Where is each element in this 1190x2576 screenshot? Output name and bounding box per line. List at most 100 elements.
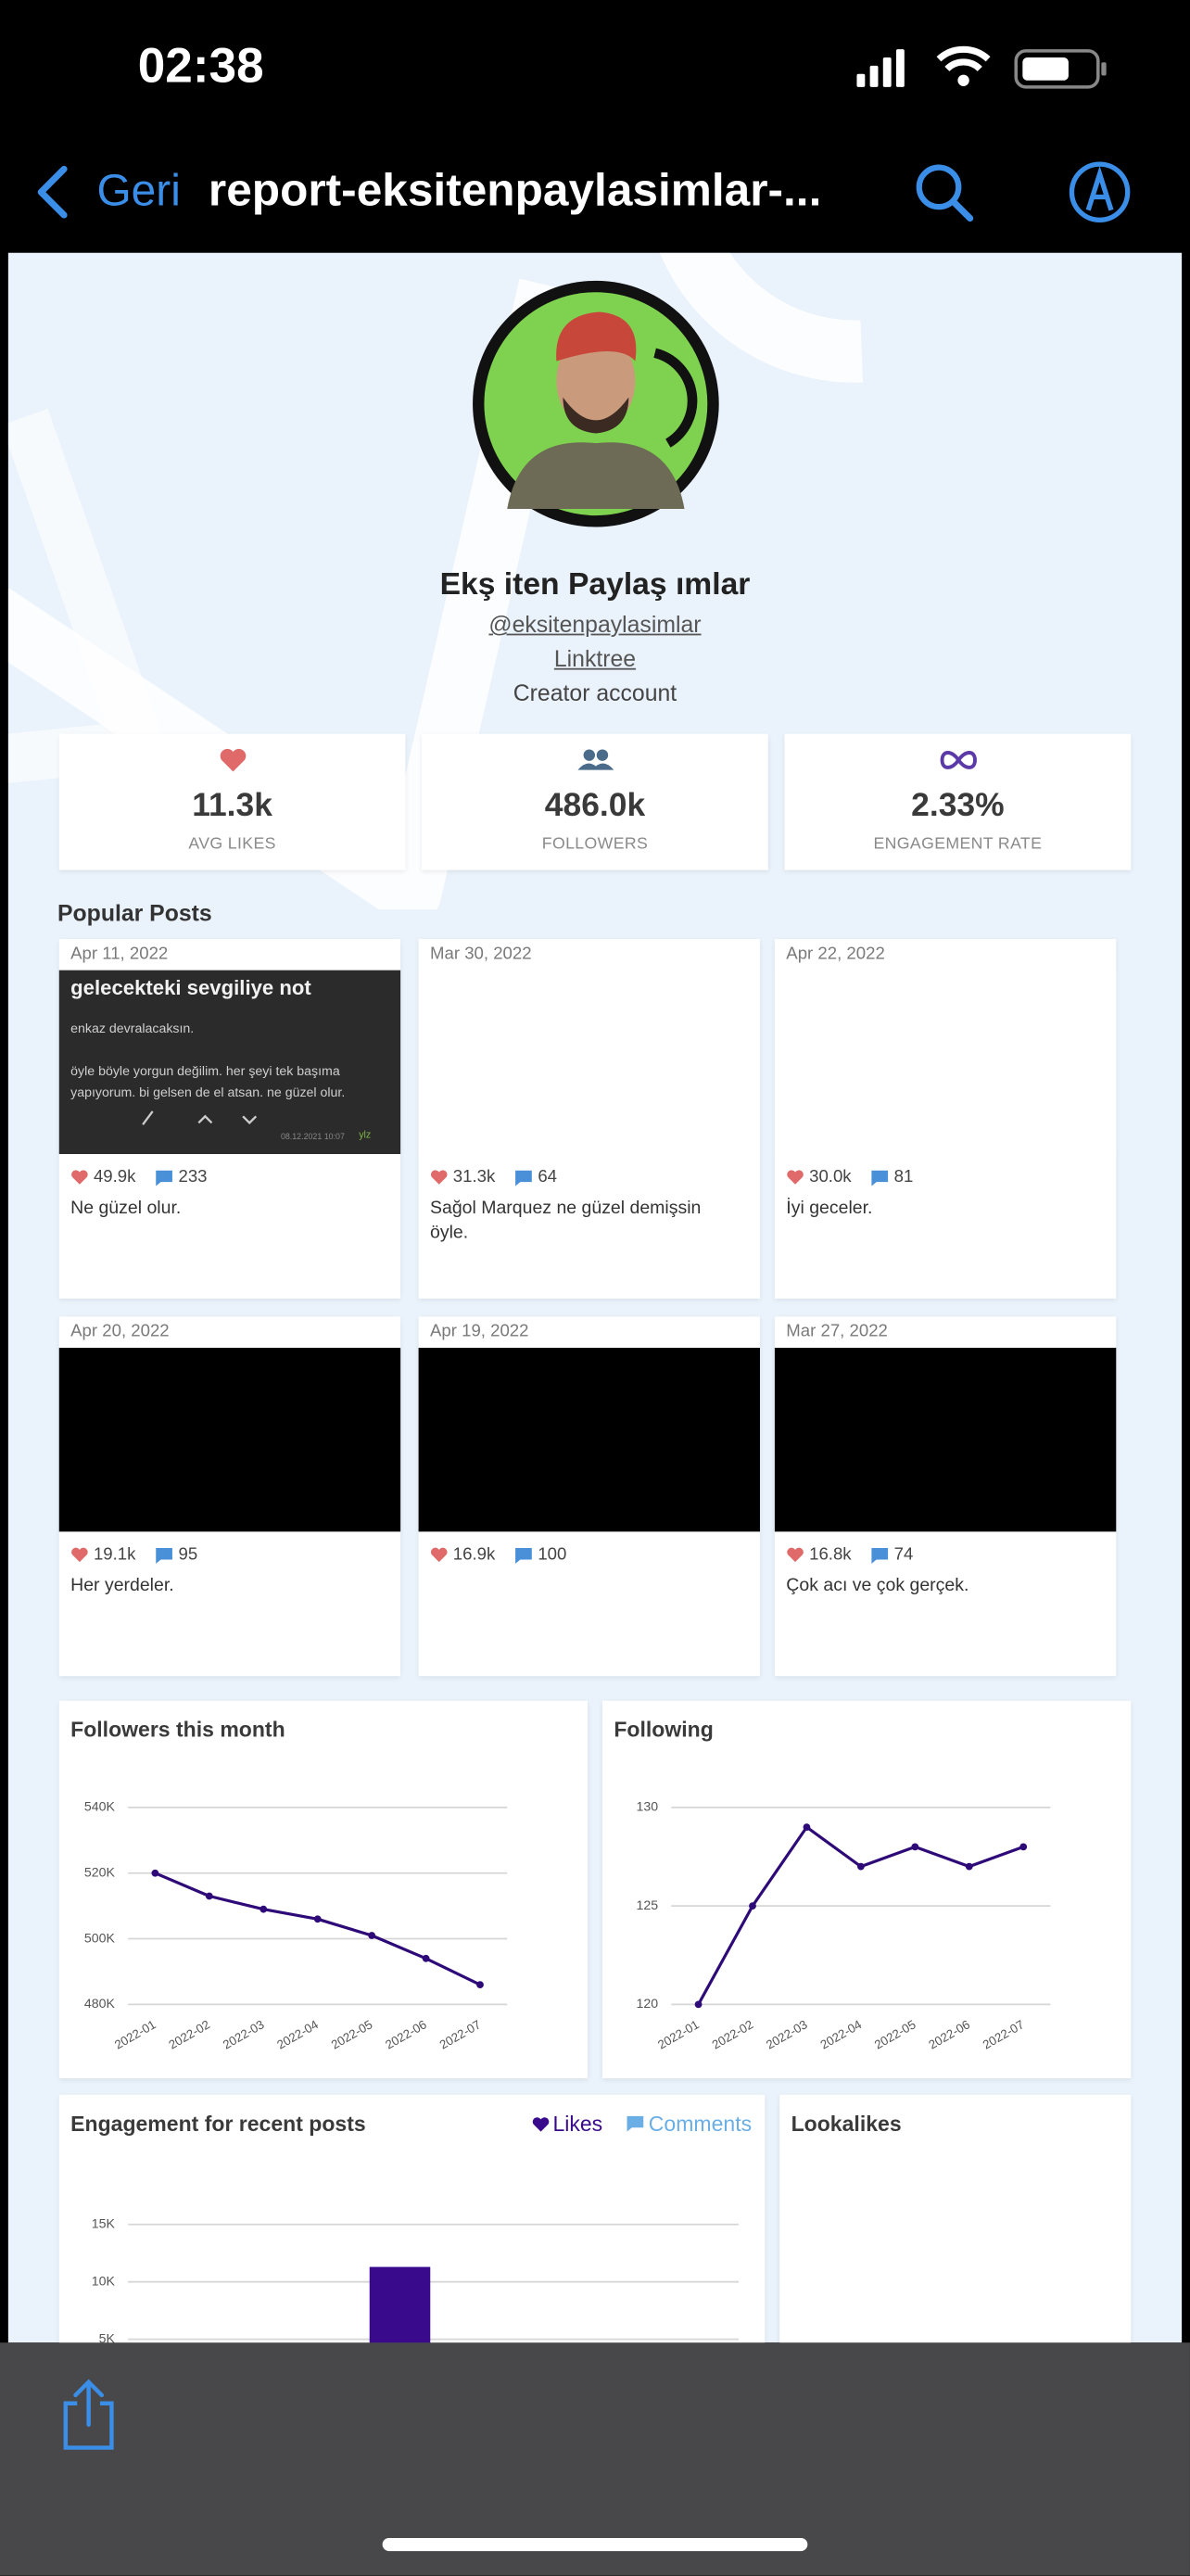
- point: [313, 1915, 322, 1923]
- section-title: Popular Posts: [57, 899, 212, 926]
- x-tick-label: 2022-01: [655, 2017, 702, 2051]
- y-tick-label: 520K: [84, 1865, 116, 1880]
- point: [749, 1902, 756, 1910]
- post-media: [774, 970, 1117, 1155]
- x-tick-label: 2022-03: [221, 2017, 267, 2051]
- post-likes: 30.0k: [809, 1167, 852, 1187]
- post-likes: 16.8k: [809, 1544, 852, 1565]
- post-stats: 49.9k 233: [70, 1167, 208, 1187]
- post-likes: 31.3k: [452, 1167, 496, 1187]
- x-tick-label: 2022-02: [710, 2017, 756, 2051]
- x-tick-label: 2022-02: [166, 2017, 212, 2051]
- bubble-shape: [155, 1169, 172, 1186]
- y-tick-label: 120: [637, 1997, 659, 2011]
- share-glyph: [142, 1110, 154, 1125]
- post-comments: 233: [178, 1167, 208, 1187]
- post-comments: 81: [893, 1167, 914, 1187]
- x-tick-label: 2022-05: [329, 2017, 375, 2051]
- post-media: [774, 1347, 1117, 1532]
- image-line: yapıyorum. bi gelsen de el atsan. ne güz…: [70, 1085, 346, 1100]
- stat-card: 486.0k FOLLOWERS: [422, 733, 768, 870]
- legend-item: Likes: [531, 2111, 603, 2137]
- point: [205, 1892, 213, 1900]
- stat-card: 11.3k AVG LIKES: [58, 733, 406, 870]
- legend-label: Likes: [552, 2111, 603, 2137]
- chart-title: Following: [614, 1717, 714, 1743]
- point: [151, 1869, 159, 1877]
- x-tick-label: 2022-06: [926, 2017, 972, 2051]
- image-line: enkaz devralacaksın.: [70, 1021, 195, 1036]
- profile-handle[interactable]: @eksitenpaylasimlar: [488, 610, 702, 638]
- post-caption: Çok acı ve çok gerçek.: [786, 1576, 969, 1596]
- stat-value: 2.33%: [911, 788, 1005, 825]
- share-button[interactable]: [59, 2379, 119, 2454]
- point: [803, 1823, 811, 1832]
- point: [1019, 1843, 1028, 1851]
- point: [476, 1981, 484, 1989]
- post-media: [418, 1347, 760, 1532]
- y-tick-label: 10K: [92, 2274, 116, 2289]
- stat-value: 11.3k: [192, 788, 272, 825]
- comment-icon: [155, 1547, 172, 1563]
- comment-icon: [155, 1169, 172, 1186]
- image-author: ylz: [359, 1131, 372, 1141]
- profile-link[interactable]: Linktree: [553, 645, 637, 672]
- post-card: Mar 30, 2022 31.3k 64 Sağol Marquez ne güze…: [418, 939, 760, 1299]
- y-tick-label: 130: [637, 1800, 659, 1815]
- bubble-shape: [870, 1547, 888, 1563]
- post-likes: 49.9k: [93, 1167, 136, 1187]
- status-bar: 02:38: [0, 0, 1190, 125]
- profile-name: Ekş iten Paylaş ımlar: [439, 567, 751, 603]
- heart-shape: [71, 1547, 88, 1563]
- y-tick-label: 500K: [84, 1931, 116, 1946]
- section-title: Lookalikes: [791, 2111, 902, 2137]
- post-date: Mar 30, 2022: [430, 944, 532, 964]
- x-tick-label: 2022-03: [764, 2017, 810, 2051]
- stat-label: FOLLOWERS: [541, 835, 649, 854]
- search-icon[interactable]: [913, 161, 979, 227]
- heart-icon: [787, 1170, 804, 1185]
- chart: 120 125 130 2022-01 2022-02 2022-03 2022-04 202…: [637, 1800, 1051, 2052]
- heart-shape: [430, 1170, 448, 1185]
- line: [697, 1825, 1024, 2006]
- post-date: Apr 19, 2022: [430, 1321, 529, 1341]
- chart-card: Followers this month 480K 500K 520K 540K 202…: [58, 1700, 589, 2079]
- x-tick-label: 2022-06: [383, 2017, 429, 2051]
- y-tick-label: 540K: [84, 1800, 116, 1815]
- post-likes: 16.9k: [452, 1544, 496, 1565]
- back-chevron[interactable]: [32, 164, 72, 220]
- post-caption: Sağol Marquez ne güzel demişsin öyle.: [430, 1198, 702, 1243]
- home-indicator: [382, 2537, 808, 2552]
- back-button[interactable]: Geri: [96, 165, 181, 216]
- avatar: [473, 280, 719, 527]
- post-stats: 19.1k 95: [70, 1545, 197, 1565]
- image-title: gelecekteki sevgiliye not: [70, 976, 311, 1000]
- post-media: [58, 1347, 401, 1532]
- bubble-shape: [514, 1169, 532, 1186]
- image-line: öyle böyle yorgun değilim. her şeyi tek …: [70, 1063, 340, 1079]
- point: [856, 1862, 865, 1871]
- chart-title: Engagement for recent posts: [70, 2111, 366, 2137]
- post-comments: 74: [893, 1544, 914, 1565]
- share-glyph: [242, 1115, 258, 1124]
- x-tick-label: 2022-04: [817, 2017, 864, 2051]
- heart-icon: [71, 1547, 88, 1563]
- point: [368, 1932, 376, 1939]
- comment-icon: [514, 1169, 532, 1186]
- post-date: Mar 27, 2022: [786, 1321, 888, 1341]
- heart-icon: [787, 1547, 804, 1563]
- post-card: Apr 20, 2022 19.1k 95 Her yerdeler.: [58, 1316, 401, 1677]
- stat-label: AVG LIKES: [188, 835, 276, 854]
- heart-icon: [532, 2116, 549, 2131]
- markup-icon[interactable]: [1067, 159, 1133, 225]
- share-icons: [142, 1110, 258, 1125]
- heart-shape: [787, 1547, 804, 1563]
- chart-title: Followers this month: [70, 1717, 285, 1743]
- stat-value: 486.0k: [544, 788, 646, 825]
- post-stats: 16.8k 74: [786, 1545, 913, 1565]
- legend: Likes Comments: [531, 2111, 752, 2137]
- comment-icon: [870, 1547, 888, 1563]
- y-tick-label: 125: [637, 1898, 659, 1913]
